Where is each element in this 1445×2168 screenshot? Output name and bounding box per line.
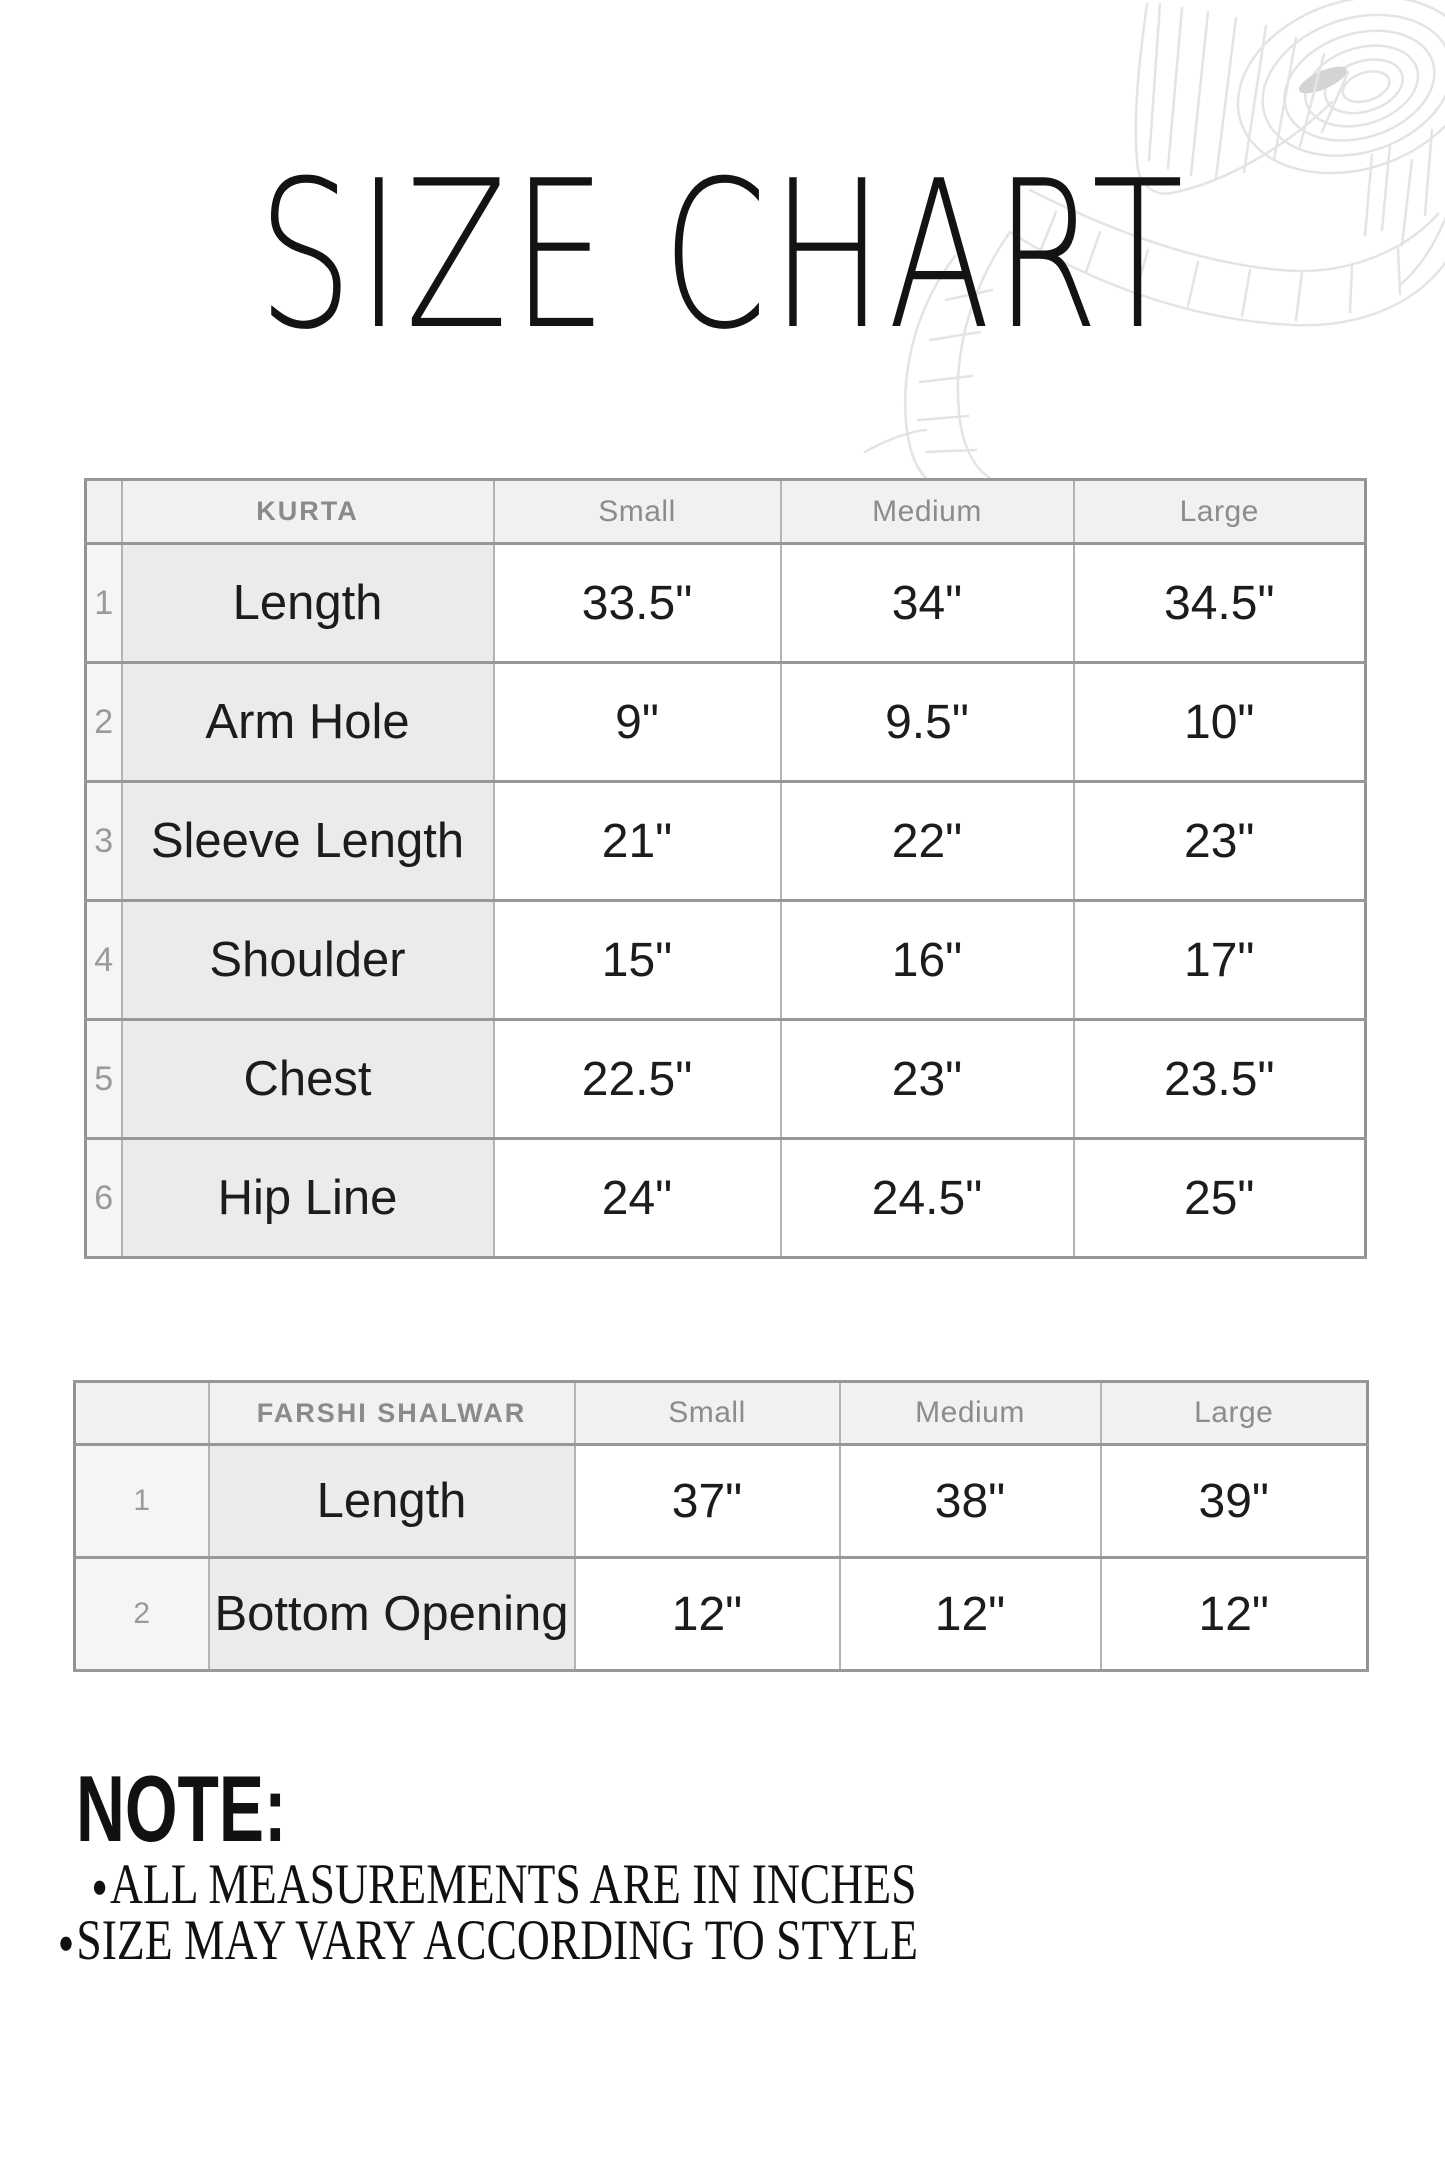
measurement-value: 38" (838, 1443, 1102, 1559)
kurta-number-header (84, 478, 123, 545)
row-number: 1 (84, 542, 123, 664)
measurement-value: 39" (1099, 1443, 1369, 1559)
table-row: 3 Sleeve Length 21" 22" 23" (84, 780, 1367, 902)
measurement-value: 22" (779, 780, 1075, 902)
measurement-value: 24.5" (779, 1137, 1075, 1259)
measurement-value: 34" (779, 542, 1075, 664)
measurement-label: Chest (120, 1018, 495, 1140)
measuring-tape-icon (863, 0, 1445, 478)
kurta-table-title: KURTA (120, 478, 495, 545)
table-row: 2 Arm Hole 9" 9.5" 10" (84, 661, 1367, 783)
farshi-header-large: Large (1099, 1380, 1369, 1446)
farshi-header-medium: Medium (838, 1380, 1102, 1446)
table-row: 4 Shoulder 15" 16" 17" (84, 899, 1367, 1021)
page-title: SIZE CHART (257, 138, 1188, 375)
measurement-value: 23" (779, 1018, 1075, 1140)
kurta-header-row: KURTA Small Medium Large (84, 478, 1367, 545)
measurement-value: 12" (573, 1556, 841, 1672)
note-bullet-text: ALL MEASUREMENTS ARE IN INCHES (109, 1853, 917, 1916)
measurement-label: Sleeve Length (120, 780, 495, 902)
measurement-label: Length (120, 542, 495, 664)
table-row: 5 Chest 22.5" 23" 23.5" (84, 1018, 1367, 1140)
note-bullet-line: ●SIZE MAY VARY ACCORDING TO STYLE (58, 1912, 918, 1970)
bullet-icon: ● (91, 1869, 108, 1906)
kurta-header-medium: Medium (779, 478, 1075, 545)
measurement-label: Length (207, 1443, 576, 1559)
note-bullets: ●ALL MEASUREMENTS ARE IN INCHES ●SIZE MA… (58, 1856, 918, 1970)
measurement-value: 22.5" (492, 1018, 782, 1140)
table-row: 1 Length 37" 38" 39" (73, 1443, 1369, 1559)
kurta-header-large: Large (1072, 478, 1367, 545)
farshi-header-row: FARSHI SHALWAR Small Medium Large (73, 1380, 1369, 1446)
measurement-label: Arm Hole (120, 661, 495, 783)
measurement-value: 15" (492, 899, 782, 1021)
measurement-value: 12" (1099, 1556, 1369, 1672)
farshi-header-small: Small (573, 1380, 841, 1446)
farshi-table-title: FARSHI SHALWAR (207, 1380, 576, 1446)
measurement-value: 23" (1072, 780, 1367, 902)
measurement-value: 21" (492, 780, 782, 902)
table-row: 1 Length 33.5" 34" 34.5" (84, 542, 1367, 664)
measurement-value: 9" (492, 661, 782, 783)
bullet-icon: ● (58, 1925, 74, 1962)
row-number: 2 (84, 661, 123, 783)
measurement-value: 12" (838, 1556, 1102, 1672)
note-bullet-line: ●ALL MEASUREMENTS ARE IN INCHES (58, 1856, 918, 1914)
measurement-value: 9.5" (779, 661, 1075, 783)
row-number: 4 (84, 899, 123, 1021)
table-row: 6 Hip Line 24" 24.5" 25" (84, 1137, 1367, 1259)
note-heading: NOTE: (76, 1756, 287, 1861)
kurta-size-table: KURTA Small Medium Large 1 Length 33.5" … (84, 478, 1367, 1259)
measurement-value: 10" (1072, 661, 1367, 783)
row-number: 1 (73, 1443, 210, 1559)
measurement-value: 34.5" (1072, 542, 1367, 664)
table-row: 2 Bottom Opening 12" 12" 12" (73, 1556, 1369, 1672)
measurement-value: 24" (492, 1137, 782, 1259)
measurement-value: 16" (779, 899, 1075, 1021)
farshi-shalwar-size-table: FARSHI SHALWAR Small Medium Large 1 Leng… (73, 1380, 1369, 1672)
measurement-value: 23.5" (1072, 1018, 1367, 1140)
row-number: 3 (84, 780, 123, 902)
note-bullet-text: SIZE MAY VARY ACCORDING TO STYLE (76, 1909, 919, 1973)
row-number: 5 (84, 1018, 123, 1140)
farshi-number-header (73, 1380, 210, 1446)
measurement-value: 17" (1072, 899, 1367, 1021)
row-number: 2 (73, 1556, 210, 1672)
row-number: 6 (84, 1137, 123, 1259)
kurta-header-small: Small (492, 478, 782, 545)
measurement-label: Hip Line (120, 1137, 495, 1259)
measurement-value: 37" (573, 1443, 841, 1559)
measurement-label: Bottom Opening (207, 1556, 576, 1672)
measurement-value: 33.5" (492, 542, 782, 664)
measurement-value: 25" (1072, 1137, 1367, 1259)
measurement-label: Shoulder (120, 899, 495, 1021)
